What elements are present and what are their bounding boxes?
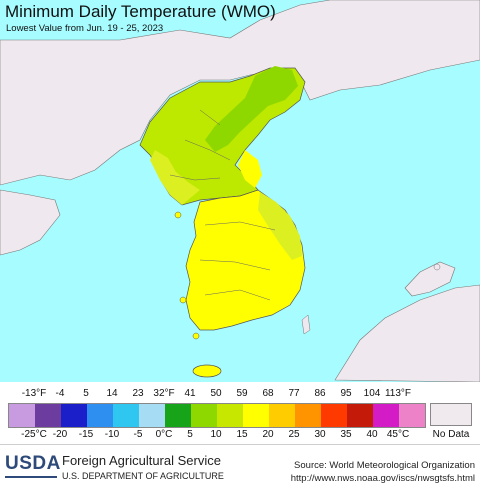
fahrenheit-tick-label: 23 (132, 388, 144, 399)
celsius-tick-label: 45°C (386, 429, 410, 440)
celsius-tick-label: 20 (262, 429, 274, 440)
fahrenheit-tick-label: 50 (210, 388, 222, 399)
west-island (174, 211, 182, 219)
celsius-tick-label: -15 (78, 429, 94, 440)
ulleung-island (433, 263, 441, 271)
fahrenheit-tick-label: 77 (288, 388, 300, 399)
celsius-tick-label: -25°C (21, 429, 47, 440)
fahrenheit-tick-label: 32°F (153, 388, 175, 399)
map-subtitle: Lowest Value from Jun. 19 - 25, 2023 (6, 23, 164, 34)
no-data-label: No Data (432, 429, 470, 440)
province-borders (169, 109, 276, 301)
tsushima-island (301, 314, 311, 335)
japan-island-north (404, 261, 456, 297)
legend-swatch (35, 404, 61, 427)
celsius-tick-label: 35 (340, 429, 352, 440)
north-highlands-region (205, 66, 298, 152)
celsius-tick-label: 30 (314, 429, 326, 440)
legend-swatch (61, 404, 87, 427)
legend-swatch (87, 404, 113, 427)
celsius-tick-label: 40 (366, 429, 378, 440)
celsius-tick-label: -5 (133, 429, 143, 440)
china-coast-land (0, 189, 61, 256)
legend: -13°F -4 5 14 23 32°F 41 50 59 68 77 86 95 104 113°F -… (0, 382, 480, 444)
celsius-tick-label: 10 (210, 429, 222, 440)
fahrenheit-tick-label: -13°F (21, 388, 47, 399)
legend-swatch (321, 404, 347, 427)
celsius-tick-label: 15 (236, 429, 248, 440)
fahrenheit-tick-label: 14 (106, 388, 118, 399)
legend-swatch (191, 404, 217, 427)
fahrenheit-tick-label: 104 (363, 388, 381, 399)
japan-land (334, 284, 480, 382)
agency-name: Foreign Agricultural Service (62, 453, 221, 468)
map-title: Minimum Daily Temperature (WMO) (5, 2, 276, 21)
fahrenheit-tick-label: 68 (262, 388, 274, 399)
footer: USDA Foreign Agricultural Service U.S. D… (0, 444, 480, 486)
fahrenheit-tick-label: 41 (184, 388, 196, 399)
legend-swatch (269, 404, 295, 427)
south-island (192, 332, 200, 340)
celsius-tick-label: 25 (288, 429, 300, 440)
legend-swatch (399, 404, 425, 427)
legend-swatch (113, 404, 139, 427)
celsius-tick-label: -10 (104, 429, 120, 440)
celsius-tick-label: -20 (52, 429, 68, 440)
south-korea-mountains (258, 192, 302, 260)
fahrenheit-tick-label: 59 (236, 388, 248, 399)
fahrenheit-tick-label: 5 (83, 388, 89, 399)
fahrenheit-tick-label: -4 (55, 388, 65, 399)
legend-swatch (347, 404, 373, 427)
legend-swatch (165, 404, 191, 427)
legend-swatch (9, 404, 35, 427)
source-credit: Source: World Meteorological Organizatio… (294, 460, 475, 471)
color-scale (8, 403, 426, 428)
celsius-tick-label: 5 (187, 429, 193, 440)
fahrenheit-tick-label: 86 (314, 388, 326, 399)
north-korea-yellow-coast (150, 150, 200, 205)
legend-swatch (295, 404, 321, 427)
legend-swatch (139, 404, 165, 427)
legend-swatch (243, 404, 269, 427)
north-east-coast-yellow (238, 150, 262, 188)
temperature-map: Minimum Daily Temperature (WMO) Lowest V… (0, 0, 480, 382)
jeju-island (192, 364, 222, 378)
no-data-swatch (430, 403, 472, 426)
usda-logo: USDA (5, 453, 61, 478)
celsius-tick-label: 0°C (155, 429, 173, 440)
legend-swatch (373, 404, 399, 427)
west-island (179, 296, 187, 304)
department-name: U.S. DEPARTMENT OF AGRICULTURE (62, 471, 224, 481)
map-graphic (0, 0, 480, 382)
fahrenheit-tick-label: 113°F (384, 388, 412, 399)
source-url[interactable]: http://www.nws.noaa.gov/iscs/nwsgtsfs.ht… (290, 473, 475, 484)
legend-swatch (217, 404, 243, 427)
fahrenheit-tick-label: 95 (340, 388, 352, 399)
